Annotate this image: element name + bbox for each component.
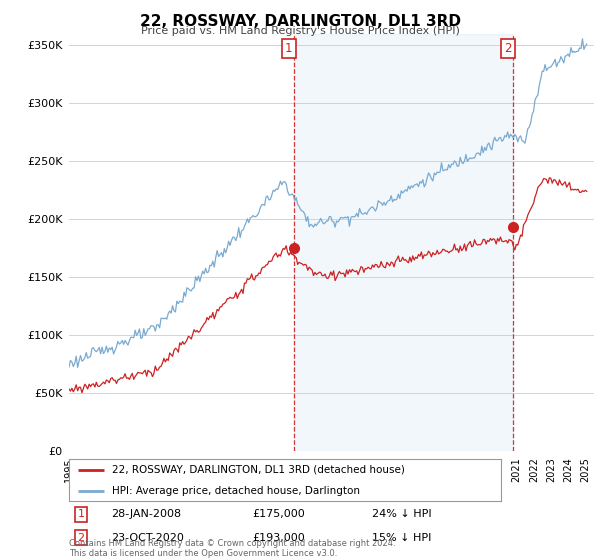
Text: 15% ↓ HPI: 15% ↓ HPI bbox=[372, 533, 431, 543]
Text: £193,000: £193,000 bbox=[252, 533, 305, 543]
Text: 24% ↓ HPI: 24% ↓ HPI bbox=[372, 509, 431, 519]
Text: 2: 2 bbox=[505, 42, 512, 55]
Text: 1: 1 bbox=[285, 42, 293, 55]
Text: £175,000: £175,000 bbox=[252, 509, 305, 519]
Text: 22, ROSSWAY, DARLINGTON, DL1 3RD: 22, ROSSWAY, DARLINGTON, DL1 3RD bbox=[139, 14, 461, 29]
Text: Price paid vs. HM Land Registry's House Price Index (HPI): Price paid vs. HM Land Registry's House … bbox=[140, 26, 460, 36]
Text: HPI: Average price, detached house, Darlington: HPI: Average price, detached house, Darl… bbox=[112, 486, 360, 496]
Text: 22, ROSSWAY, DARLINGTON, DL1 3RD (detached house): 22, ROSSWAY, DARLINGTON, DL1 3RD (detach… bbox=[112, 465, 405, 475]
Text: 2: 2 bbox=[77, 533, 85, 543]
Text: 1: 1 bbox=[77, 509, 85, 519]
Text: Contains HM Land Registry data © Crown copyright and database right 2024.
This d: Contains HM Land Registry data © Crown c… bbox=[69, 539, 395, 558]
Bar bbox=[294, 34, 513, 451]
Text: 28-JAN-2008: 28-JAN-2008 bbox=[111, 509, 181, 519]
Text: 23-OCT-2020: 23-OCT-2020 bbox=[111, 533, 184, 543]
